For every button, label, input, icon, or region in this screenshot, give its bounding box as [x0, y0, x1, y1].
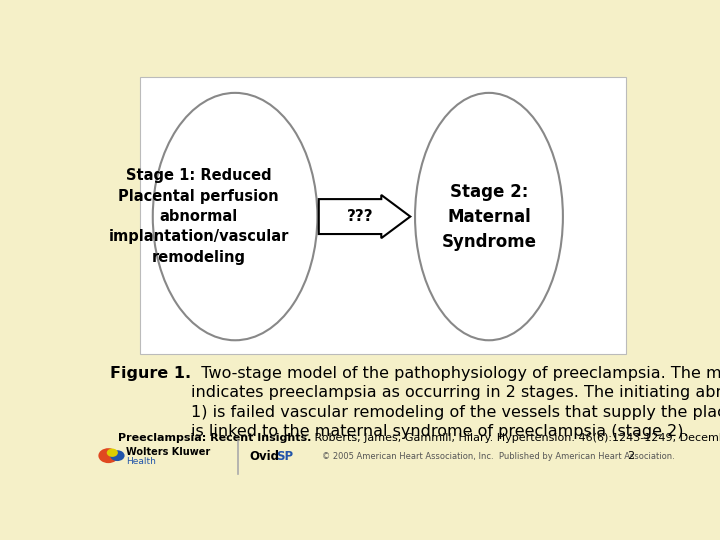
Text: Stage 1: Reduced
Placental perfusion
abnormal
implantation/vascular
remodeling: Stage 1: Reduced Placental perfusion abn…: [109, 168, 289, 265]
Text: Preeclampsia: Recent Insights.: Preeclampsia: Recent Insights.: [118, 433, 311, 443]
Text: SP: SP: [276, 450, 293, 463]
Text: ???: ???: [347, 209, 374, 224]
Text: Figure 1.: Figure 1.: [109, 366, 191, 381]
Circle shape: [99, 448, 119, 463]
Ellipse shape: [415, 93, 563, 340]
Text: 2: 2: [627, 451, 634, 462]
Text: Roberts, James; Gammill, Hilary. Hypertension. 46(6):1243-1249, December 2005.: Roberts, James; Gammill, Hilary. Hyperte…: [311, 433, 720, 443]
Text: Health: Health: [126, 457, 156, 467]
Ellipse shape: [153, 93, 318, 340]
Text: Wolters Kluwer: Wolters Kluwer: [126, 447, 210, 457]
Circle shape: [110, 450, 125, 461]
Text: Ovid: Ovid: [249, 450, 279, 463]
Text: Stage 2:
Maternal
Syndrome: Stage 2: Maternal Syndrome: [441, 183, 536, 251]
Text: Two-stage model of the pathophysiology of preeclampsia. The model
indicates pree: Two-stage model of the pathophysiology o…: [191, 366, 720, 439]
Circle shape: [107, 449, 118, 457]
Text: © 2005 American Heart Association, Inc.  Published by American Heart Association: © 2005 American Heart Association, Inc. …: [322, 452, 675, 461]
Polygon shape: [319, 195, 410, 238]
Bar: [140, 77, 626, 354]
